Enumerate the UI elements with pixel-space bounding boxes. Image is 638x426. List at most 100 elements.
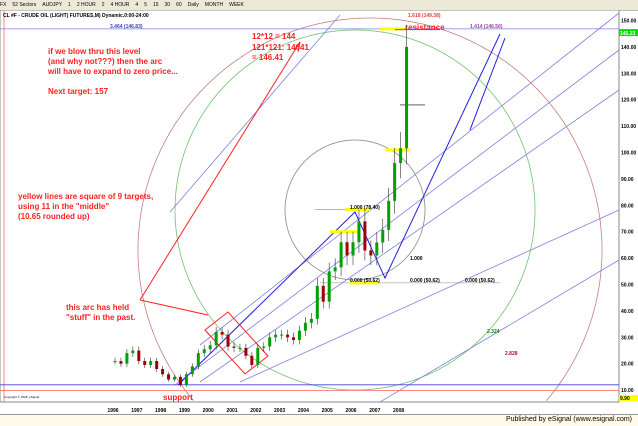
fib-label: 0.000 (50.62): [350, 278, 380, 284]
fib-label: 2.324: [487, 329, 500, 335]
toolbar-item[interactable]: 60: [176, 2, 182, 8]
y-tick-label: 50.00: [621, 283, 634, 289]
y-tick-label: 60.00: [621, 256, 634, 262]
x-tick-label: 2007: [369, 408, 380, 414]
y-tick-label: 110.00: [621, 124, 636, 130]
toolbar-item[interactable]: 52 Sectors: [12, 2, 37, 8]
candle-body: [161, 368, 165, 375]
red-arrow-2: [139, 299, 209, 316]
annotation-text: (10.65 rounded up): [18, 212, 90, 221]
candle-body: [155, 361, 159, 369]
candle-body: [339, 242, 343, 268]
blue-zigzag: [177, 33, 501, 386]
copyright: Copyright © 2008, eSignal: [4, 395, 39, 399]
green-arc: [174, 29, 536, 391]
trend-line: [199, 12, 620, 346]
red-arrowhead: [293, 41, 301, 53]
candle-body: [184, 374, 188, 385]
candle-body: [393, 163, 397, 201]
toolbar-item[interactable]: 30: [164, 2, 171, 8]
fib-label: 1.000 (78.40): [350, 205, 380, 211]
candle-body: [244, 347, 248, 356]
toolbar-item[interactable]: Daily: [187, 2, 199, 8]
x-tick-label: 1997: [131, 408, 142, 414]
candle-body: [387, 200, 391, 230]
red-arrow: [139, 41, 301, 301]
fib-label: 1.618 (149.38): [408, 13, 441, 19]
published-by: Published by eSignal (www.esignal.com): [505, 416, 632, 423]
annotation-text: Next target: 157: [48, 87, 109, 96]
candle-body: [143, 361, 147, 366]
toolbar-item[interactable]: MONTH: [204, 2, 224, 8]
fib-label: 0.000 (50.62): [465, 278, 495, 284]
trend-line: [239, 209, 620, 383]
candle-body: [178, 376, 182, 385]
footer: Published by eSignal (www.esignal.com): [0, 414, 638, 426]
y-tick-label: 10.00: [621, 388, 634, 394]
candle-body: [321, 285, 325, 302]
toolbar-item[interactable]: WEEK: [229, 2, 244, 8]
annotation-text: will have to expand to zero price...: [47, 67, 178, 76]
candles: [113, 24, 409, 387]
x-tick-label: 2001: [226, 408, 237, 414]
annotation-text: if we blow thru this level: [48, 47, 140, 56]
annotation-text: yellow lines are square of 9 targets,: [18, 192, 153, 201]
toolbar-item[interactable]: 4 HOUR: [110, 2, 130, 8]
candle-body: [214, 332, 218, 346]
brown-arc: [137, 17, 603, 401]
candle-body: [405, 46, 409, 149]
candle-body: [280, 334, 284, 336]
y-tick-label: 120.00: [621, 98, 637, 104]
x-tick-label: 2002: [250, 408, 261, 414]
x-tick-label: 2000: [203, 408, 214, 414]
trend-line: [169, 14, 341, 213]
annotation-text: "stuff" in the past.: [66, 313, 135, 322]
last-price-label: 145.23: [620, 31, 636, 37]
toolbar-item[interactable]: 2: [101, 2, 105, 8]
candle-body: [333, 267, 337, 272]
candle-body: [125, 353, 129, 364]
fib-label: 0.000 (50.62): [410, 278, 440, 284]
toolbar-item[interactable]: 5: [144, 2, 147, 8]
annotation-text: using 11 in the "middle": [18, 202, 109, 211]
y-tick-label: 150.00: [621, 19, 637, 25]
candle-body: [315, 285, 319, 319]
candle-body: [369, 250, 373, 256]
candle-body: [256, 347, 260, 366]
toolbar-item[interactable]: FX: [0, 2, 7, 8]
y-tick-label: 30.00: [621, 335, 634, 341]
candle-body: [297, 330, 301, 340]
toolbar-item[interactable]: 2 HOUR: [76, 2, 96, 8]
candle-body: [149, 361, 153, 366]
candle-body: [131, 350, 135, 354]
candle-body: [399, 148, 403, 164]
annotation-text: (and why not???) then the arc: [48, 57, 163, 66]
toolbar-item[interactable]: 15: [152, 2, 159, 8]
annotation-text: 121*121: 14641: [252, 43, 309, 52]
toolbar-item[interactable]: AUDJPY: [42, 2, 63, 8]
candle-body: [268, 337, 272, 347]
y-tick-label: 140.00: [621, 45, 637, 51]
y-tick-label: 80.00: [621, 203, 634, 209]
fib-label: 1.414 (146.56): [470, 24, 503, 30]
candle-body: [351, 242, 355, 256]
candle-body: [190, 366, 194, 375]
candle-body: [226, 334, 230, 347]
y-tick-label: 40.00: [621, 309, 634, 315]
candle-body: [208, 345, 212, 350]
chart-title: CL #F - CRUDE OIL (LIGHT) FUTURES,M) Dyn…: [3, 13, 149, 19]
candle-body: [345, 242, 349, 256]
y-tick-label: 90.00: [621, 177, 634, 183]
candle-body: [309, 318, 313, 323]
candle-body: [238, 347, 242, 349]
candle-body: [232, 346, 236, 348]
toolbar-item[interactable]: 1: [68, 2, 71, 8]
last-price-badge: [619, 29, 638, 37]
candle-body: [286, 334, 290, 338]
candle-body: [274, 334, 278, 338]
candle-body: [196, 353, 200, 367]
toolbar-item[interactable]: 4: [135, 2, 139, 8]
low-price-badge: [619, 395, 638, 401]
candle-body: [250, 355, 254, 366]
candle-body: [363, 221, 367, 251]
